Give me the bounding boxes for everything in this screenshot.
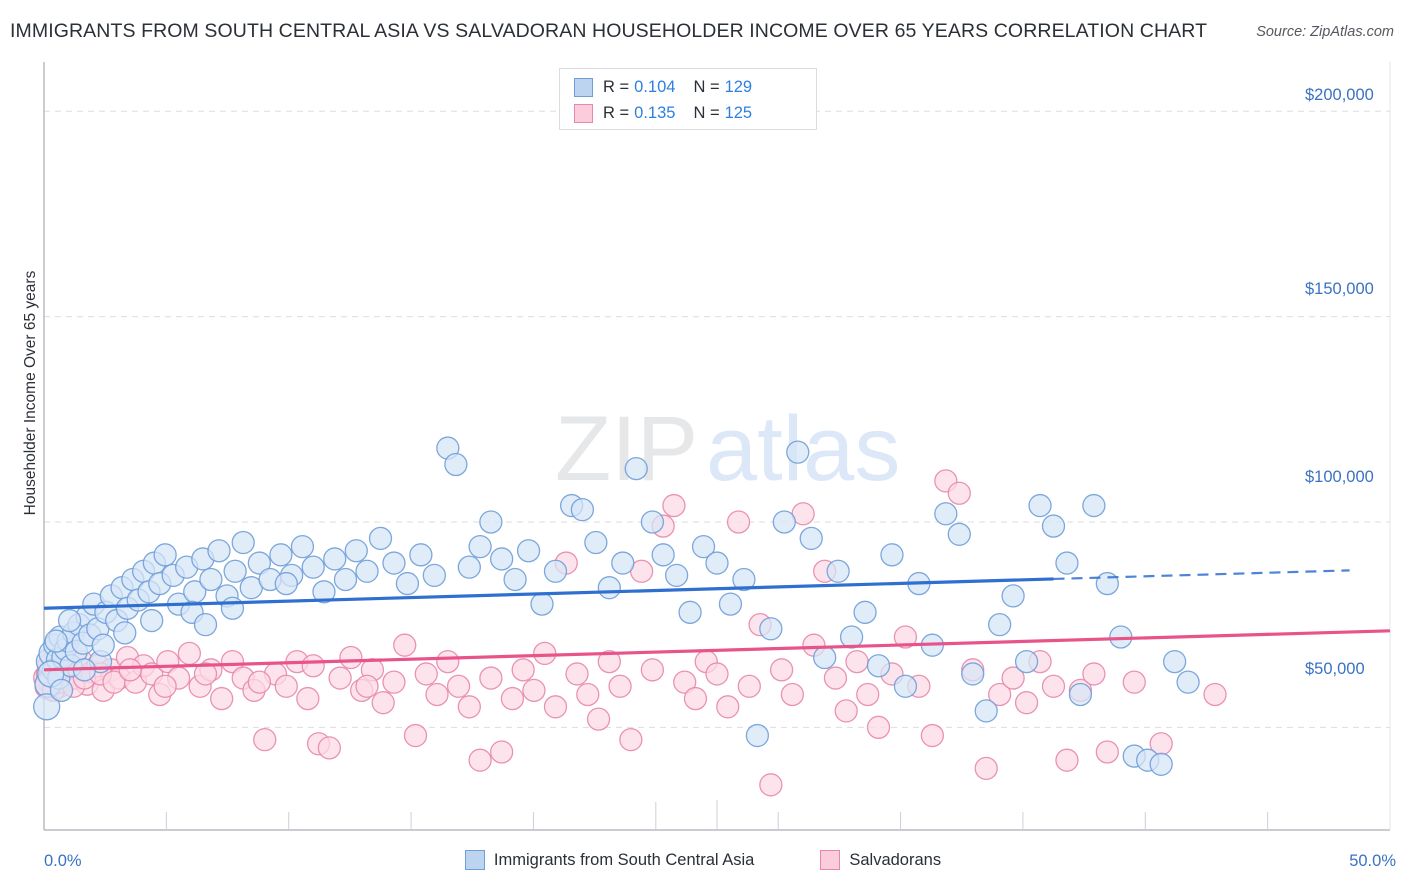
trend-lines bbox=[43, 569, 1391, 672]
series-legend: Immigrants from South Central Asia Salva… bbox=[0, 850, 1406, 870]
svg-text:ZIP: ZIP bbox=[555, 398, 698, 500]
legend-swatch-pink-icon bbox=[574, 103, 593, 123]
y-tick-label-100000: $100,000 bbox=[1305, 468, 1374, 486]
series-swatch-pink-icon bbox=[820, 850, 841, 870]
legend-label-south-central-asia: Immigrants from South Central Asia bbox=[493, 850, 755, 869]
r-label-pink: R = bbox=[603, 103, 630, 122]
x-tick-label-max: 50.0% bbox=[1349, 852, 1396, 870]
stats-row-pink: R = 0.135 N = 125 bbox=[574, 100, 804, 126]
source-label: Source: ZipAtlas.com bbox=[1256, 24, 1394, 40]
x-tick-label-min: 0.0% bbox=[44, 852, 82, 870]
scatter-points-south-central-asia bbox=[33, 436, 1200, 776]
stats-row-blue: R = 0.104 N = 129 bbox=[574, 74, 804, 100]
page-title: IMMIGRANTS FROM SOUTH CENTRAL ASIA VS SA… bbox=[10, 20, 1208, 42]
y-tick-label-150000: $150,000 bbox=[1305, 280, 1374, 298]
r-value-pink: 0.135 bbox=[634, 103, 676, 122]
watermark: ZIPatlas bbox=[555, 398, 900, 500]
n-label-blue: N = bbox=[693, 77, 720, 96]
r-value-blue: 0.104 bbox=[634, 77, 676, 96]
n-value-blue: 129 bbox=[724, 77, 753, 96]
legend-item-salvadorans[interactable]: Salvadorans bbox=[820, 850, 941, 870]
legend-item-south-central-asia[interactable]: Immigrants from South Central Asia bbox=[464, 850, 755, 870]
axis-ticks bbox=[165, 62, 1391, 830]
series-swatch-blue-icon bbox=[464, 850, 485, 870]
stats-legend-box: R = 0.104 N = 129 R = 0.135 N = 125 bbox=[559, 68, 817, 130]
legend-label-salvadorans: Salvadorans bbox=[849, 850, 942, 869]
n-label-pink: N = bbox=[693, 103, 720, 122]
n-value-pink: 125 bbox=[724, 103, 753, 122]
y-tick-label-50000: $50,000 bbox=[1305, 660, 1365, 678]
legend-swatch-blue-icon bbox=[574, 77, 593, 97]
y-tick-label-200000: $200,000 bbox=[1305, 86, 1374, 104]
scatter-points-salvadorans bbox=[33, 469, 1227, 797]
r-label-blue: R = bbox=[603, 77, 630, 96]
